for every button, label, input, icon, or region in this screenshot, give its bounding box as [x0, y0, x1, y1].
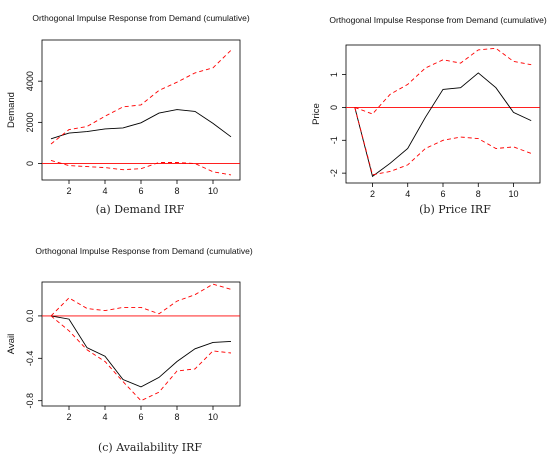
caption-demand: (a) Demand IRF — [95, 203, 185, 216]
y-tick-label: -0.4 — [25, 351, 35, 367]
irf-line — [50, 315, 232, 388]
chart-title: Orthogonal Impulse Response from Demand … — [32, 13, 249, 23]
x-tick-label: 4 — [405, 189, 410, 199]
y-tick-label: 2000 — [25, 112, 35, 132]
plot-frame — [41, 281, 241, 407]
chart-title: Orthogonal Impulse Response from Demand … — [35, 246, 252, 256]
lower-bound-line — [354, 107, 532, 176]
caption-price: (b) Price IRF — [419, 203, 491, 216]
x-tick-label: 6 — [440, 189, 445, 199]
x-tick-label: 8 — [476, 189, 481, 199]
x-tick-label: 10 — [509, 189, 519, 199]
y-axis-label: Demand — [6, 92, 17, 128]
plot-frame — [345, 44, 541, 184]
y-tick-label: 0 — [25, 161, 35, 166]
x-tick-label: 6 — [138, 412, 143, 422]
x-tick-label: 2 — [370, 189, 375, 199]
upper-bound-line — [50, 283, 232, 317]
x-tick-label: 8 — [174, 186, 179, 196]
y-axis-label: Price — [311, 103, 322, 125]
y-tick-label: 4000 — [25, 71, 35, 91]
y-tick-label: -0.8 — [25, 393, 35, 409]
irf-line — [354, 72, 532, 178]
chart-panel-availability: Orthogonal Impulse Response from Demand … — [0, 240, 260, 445]
availability-irf-chart: Orthogonal Impulse Response from Demand … — [6, 246, 253, 422]
upper-bound-line — [354, 47, 532, 115]
irf-line — [50, 109, 232, 140]
chart-panel-demand: Orthogonal Impulse Response from Demand … — [0, 0, 260, 205]
y-tick-label: 0 — [329, 105, 339, 110]
caption-availability: (c) Availability IRF — [97, 441, 203, 454]
lower-bound-line — [50, 315, 232, 402]
x-tick-label: 6 — [138, 186, 143, 196]
x-tick-label: 2 — [66, 412, 71, 422]
x-tick-label: 10 — [208, 412, 218, 422]
x-tick-label: 4 — [102, 412, 107, 422]
x-tick-label: 8 — [174, 412, 179, 422]
y-tick-label: -1 — [329, 136, 339, 144]
price-irf-chart: Orthogonal Impulse Response from Demand … — [311, 15, 547, 199]
upper-bound-line — [50, 49, 232, 145]
demand-irf-chart: Orthogonal Impulse Response from Demand … — [6, 13, 250, 196]
y-axis-label: Avail — [6, 334, 17, 354]
x-tick-label: 10 — [208, 186, 218, 196]
lower-bound-line — [50, 159, 232, 176]
chart-title: Orthogonal Impulse Response from Demand … — [329, 15, 546, 25]
plot-frame — [41, 39, 241, 181]
x-tick-label: 2 — [66, 186, 71, 196]
y-tick-label: 0.0 — [25, 310, 35, 323]
x-tick-label: 4 — [102, 186, 107, 196]
y-tick-label: 1 — [329, 72, 339, 77]
y-tick-label: -2 — [329, 169, 339, 177]
chart-panel-price: Orthogonal Impulse Response from Demand … — [290, 0, 555, 205]
